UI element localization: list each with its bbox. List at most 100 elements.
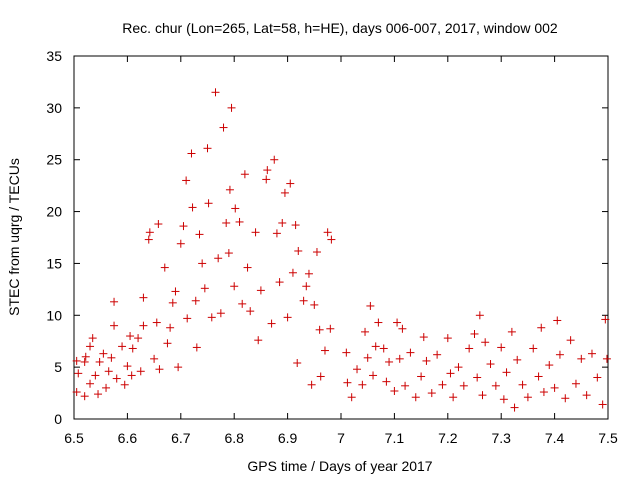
data-point <box>110 321 119 330</box>
data-point <box>224 249 233 258</box>
data-point <box>222 218 231 227</box>
y-tick-label: 25 <box>46 152 62 168</box>
data-point <box>481 338 490 347</box>
data-point <box>160 263 169 272</box>
data-point <box>118 342 127 351</box>
data-point <box>523 393 532 402</box>
data-point <box>422 356 431 365</box>
data-point <box>374 318 383 327</box>
data-point <box>602 354 611 363</box>
data-point <box>587 349 596 358</box>
data-point <box>550 383 559 392</box>
data-point <box>473 373 482 382</box>
data-point <box>187 149 196 158</box>
data-point <box>555 350 564 359</box>
data-point <box>139 321 148 330</box>
data-point <box>123 362 132 371</box>
data-point <box>363 353 372 362</box>
data-point <box>379 344 388 353</box>
data-point <box>390 386 399 395</box>
y-tick-label: 20 <box>46 204 62 220</box>
data-point <box>316 372 325 381</box>
data-point <box>256 286 265 295</box>
data-point <box>502 368 511 377</box>
data-point <box>251 228 260 237</box>
y-tick-label: 30 <box>46 100 62 116</box>
data-points <box>72 88 611 412</box>
data-point <box>231 204 240 213</box>
data-point <box>443 334 452 343</box>
data-point <box>385 357 394 366</box>
data-point <box>438 380 447 389</box>
data-point <box>347 393 356 402</box>
data-point <box>465 344 474 353</box>
data-point <box>304 269 313 278</box>
x-tick-label: 6.9 <box>278 430 298 446</box>
data-point <box>195 230 204 239</box>
data-point <box>293 358 302 367</box>
x-tick-label: 7.2 <box>438 430 458 446</box>
plot-frame <box>73 55 609 420</box>
data-point <box>183 314 192 323</box>
data-point <box>86 342 95 351</box>
data-point <box>302 282 311 291</box>
data-point <box>112 374 121 383</box>
data-point <box>342 348 351 357</box>
data-point <box>235 217 244 226</box>
data-point <box>491 381 500 390</box>
data-point <box>243 263 252 272</box>
x-tick-label: 6.8 <box>224 430 244 446</box>
data-point <box>382 377 391 386</box>
data-point <box>267 319 276 328</box>
data-point <box>238 299 247 308</box>
data-point <box>99 349 108 358</box>
data-point <box>369 371 378 380</box>
data-point <box>136 367 145 376</box>
data-point <box>126 332 135 341</box>
data-point <box>72 356 81 365</box>
data-point <box>601 315 610 324</box>
data-point <box>291 221 300 230</box>
x-tick-label: 7 <box>337 430 345 446</box>
data-point <box>145 228 154 237</box>
data-point <box>263 166 272 175</box>
data-point <box>571 379 580 388</box>
x-tick-label: 6.7 <box>171 430 191 446</box>
data-point <box>454 363 463 372</box>
data-point <box>139 293 148 302</box>
data-point <box>561 394 570 403</box>
data-point <box>529 344 538 353</box>
data-point <box>104 367 113 376</box>
data-point <box>499 395 508 404</box>
data-point <box>216 309 225 318</box>
y-tick-label: 15 <box>46 255 62 271</box>
data-point <box>593 373 602 382</box>
data-point <box>207 313 216 322</box>
data-point <box>513 355 522 364</box>
data-point <box>154 220 163 229</box>
data-point <box>188 203 197 212</box>
data-point <box>275 278 284 287</box>
data-point <box>323 228 332 237</box>
data-point <box>152 318 161 327</box>
data-point <box>371 342 380 351</box>
data-point <box>478 391 487 400</box>
data-point <box>299 296 308 305</box>
data-point <box>198 259 207 268</box>
data-point <box>74 369 83 378</box>
data-point <box>507 327 516 336</box>
data-point <box>366 301 375 310</box>
y-tick-label: 0 <box>54 411 62 427</box>
data-point <box>433 350 442 359</box>
data-point <box>395 354 404 363</box>
data-point <box>171 287 180 296</box>
x-tick-label: 7.5 <box>598 430 618 446</box>
data-point <box>262 175 271 184</box>
data-point <box>91 371 100 380</box>
y-tick-label: 35 <box>46 48 62 64</box>
data-point <box>81 352 90 361</box>
data-point <box>179 222 188 231</box>
data-point <box>417 372 426 381</box>
data-point <box>102 383 111 392</box>
